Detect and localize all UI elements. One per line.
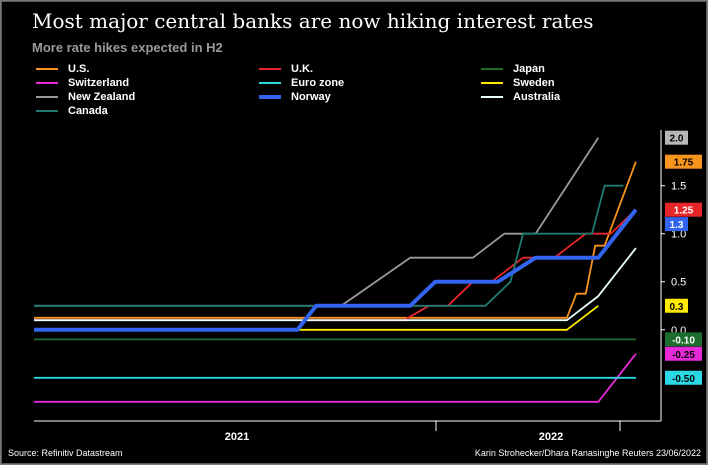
legend-label: U.S. [68,63,90,75]
legend-swatch [36,68,58,70]
y-tick-label: 1.5 [671,181,686,193]
end-value-badge-bg [665,298,688,313]
legend-label: Canada [68,105,108,117]
legend-swatch [259,95,281,99]
legend-label: Australia [513,91,561,103]
legend-label: Euro zone [291,77,345,89]
end-value-badge: 1.25 [665,202,702,217]
y-tick-label: 0.5 [671,277,686,289]
legend-swatch [259,82,281,84]
credit-note: Karin Strohecker/Dhara Ranasinghe Reuter… [474,448,701,458]
legend-swatch [259,68,281,70]
end-value-badge-text: 2.0 [670,134,684,145]
series-line [34,137,600,307]
series-line [34,208,638,332]
legend-swatch [36,110,58,112]
y-tick-label: 1.0 [671,229,686,241]
end-value-badge: -0.50 [665,370,702,385]
legend-swatch [36,96,58,98]
series-line [34,161,637,319]
legend-swatch [481,68,503,70]
end-value-badge: 1.3 [665,217,688,232]
legend-label: Japan [513,63,545,75]
end-value-badge-bg [665,202,702,217]
end-value-badge-bg [665,217,688,232]
end-value-badge: 0.3 [665,298,688,313]
legend-label: U.K. [291,63,313,75]
legend-label: New Zealand [68,91,136,103]
legend-label: Switzerland [68,77,130,89]
end-value-badge: 1.75 [665,154,702,169]
end-value-badge-bg [665,370,702,385]
end-value-badge: -0.25 [665,346,702,361]
x-tick-label: 2022 [539,431,563,443]
legend-label: Norway [291,91,331,103]
end-value-badge-bg [665,154,702,169]
end-value-badge-text: -0.10 [672,335,695,346]
end-value-badge: 2.0 [665,130,688,145]
series-line [34,184,624,307]
end-value-badge-bg [665,130,688,145]
end-value-badge-text: -0.50 [672,374,695,385]
chart-subtitle: More rate hikes expected in H2 [32,40,223,55]
end-value-badge-text: 1.75 [674,158,694,169]
end-value-badge-text: 1.3 [670,220,684,231]
end-value-badge-text: 1.25 [674,206,694,217]
legend-swatch [481,96,503,98]
end-value-badge-bg [665,346,702,361]
legend-label: Sweden [513,77,555,89]
end-value-badge-bg [665,332,702,347]
end-value-badge: -0.10 [665,332,702,347]
source-note: Source: Refinitiv Datastream [8,448,123,458]
x-tick-label: 2021 [225,431,249,443]
series-line [34,209,637,322]
end-value-badge-text: -0.25 [672,350,695,361]
end-value-badge-text: 0.3 [670,302,684,313]
chart-title: Most major central banks are now hiking … [32,9,594,33]
series-line [34,353,637,403]
legend-swatch [36,82,58,84]
legend-swatch [481,82,503,84]
series-line [34,247,637,322]
